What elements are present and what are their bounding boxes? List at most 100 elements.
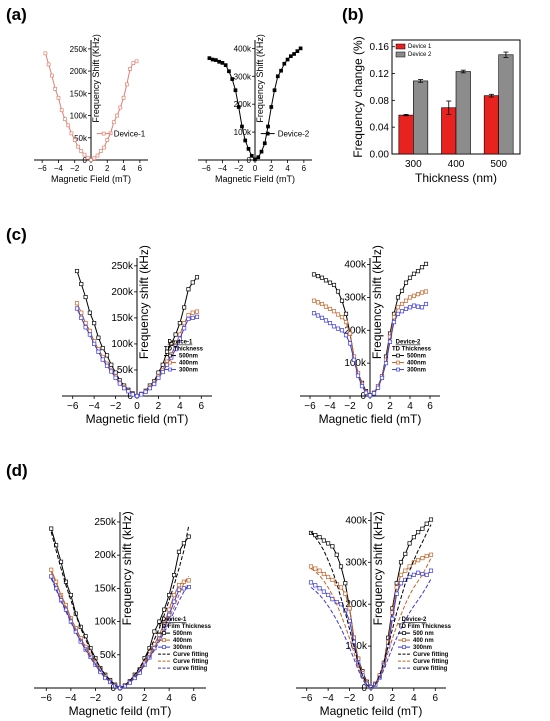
x-tick-label: −2 [234, 164, 244, 173]
data-point [111, 120, 116, 125]
data-point [411, 293, 417, 298]
legend-entry: Curve fitting [173, 652, 209, 658]
data-point [49, 567, 54, 572]
data-point [326, 592, 331, 598]
legend-entry: 400nm [179, 361, 198, 367]
data-point [147, 386, 152, 391]
data-point [420, 526, 425, 531]
data-point [79, 315, 84, 320]
data-point [403, 577, 408, 582]
x-tick-label: 4 [166, 693, 172, 704]
data-point [74, 268, 80, 274]
data-point [428, 552, 434, 557]
data-point [390, 610, 395, 615]
data-point [109, 369, 114, 374]
legend: Device-1TD Film Thickness500nm400nm300nm… [158, 617, 212, 672]
data-point [327, 306, 333, 311]
panel-label-d: (d) [6, 461, 28, 480]
y-axis-label: Frequency Shift (KHz) [91, 34, 101, 123]
data-point [43, 51, 48, 56]
data-point [172, 573, 177, 578]
data-point [375, 385, 381, 390]
data-point [117, 685, 123, 691]
data-point [339, 315, 345, 320]
x-axis-label: Magnetic field (mT) [319, 412, 422, 426]
bar-device-1 [398, 114, 414, 155]
data-point [383, 361, 389, 366]
y-tick-label: 100k [234, 128, 252, 137]
legend-entry: 300nm [413, 645, 432, 651]
legend-entry: 500nm [179, 354, 198, 360]
x-tick-label: −2 [110, 401, 122, 412]
legend-entry: curve fitting [413, 666, 448, 672]
chart-d2: −6 −4 −2 0 2 4 6 0 100k 200k 300k 400k Magnetic feil… [296, 511, 452, 718]
x-tick-label: 2 [390, 693, 396, 704]
data-point [415, 292, 421, 297]
series-line-5 [50, 578, 190, 689]
legend-title: Device-2 [402, 617, 427, 623]
data-point [72, 138, 77, 142]
x-tick-label: 2 [269, 164, 274, 173]
data-point [315, 274, 321, 279]
data-point [347, 341, 353, 346]
data-point [87, 310, 92, 315]
y-tick-label: 250k [111, 261, 134, 272]
y-tick-label: 200k [345, 599, 368, 610]
data-point [177, 336, 182, 341]
data-point [50, 73, 54, 78]
data-point [275, 74, 280, 79]
y-tick-label: 300k [344, 292, 367, 303]
data-point [68, 592, 73, 598]
data-point [424, 553, 429, 559]
legend-subtitle: TD Film Thickness [158, 624, 212, 630]
data-point [186, 316, 191, 321]
data-point [139, 392, 144, 397]
data-point [411, 572, 416, 577]
y-tick-label: 0.16 [370, 42, 390, 53]
data-point [74, 301, 80, 306]
data-point [335, 289, 341, 294]
data-point [172, 599, 177, 604]
data-point [249, 153, 254, 158]
y-tick-label: 250k [94, 517, 117, 528]
data-point [182, 305, 187, 310]
data-point [126, 389, 131, 394]
y-tick-label: 150k [94, 583, 117, 594]
data-point [411, 271, 417, 276]
data-point [79, 310, 84, 315]
data-point [347, 331, 353, 336]
data-point [176, 549, 182, 554]
data-point [394, 591, 399, 596]
data-point [351, 357, 357, 362]
data-point [411, 303, 417, 308]
data-point [420, 556, 425, 561]
x-axis-label: Thickness (nm) [415, 171, 497, 185]
legend-swatch [395, 51, 406, 58]
x-tick-label: −4 [88, 401, 100, 412]
y-tick-label: 50k [117, 365, 134, 376]
data-point [331, 309, 337, 314]
data-point [279, 68, 283, 73]
y-tick-label: 200k [111, 287, 134, 298]
x-axis-label: Magnetic Field (mT) [51, 174, 131, 184]
data-point [96, 335, 101, 340]
x-tick-label: 400 [448, 159, 465, 170]
legend-swatch-marker [101, 131, 106, 136]
legend-entry: Device 1 [408, 44, 432, 50]
data-point [319, 315, 325, 320]
series-line-3 [310, 524, 432, 689]
data-point [220, 61, 225, 65]
x-tick-label: 2 [105, 164, 110, 173]
series-line-3 [50, 525, 190, 689]
y-tick-label: 150k [111, 313, 134, 324]
data-point [403, 298, 409, 303]
data-point [334, 552, 339, 557]
data-point [128, 67, 132, 71]
data-point [343, 581, 348, 586]
y-tick-label: 200k [344, 325, 367, 336]
